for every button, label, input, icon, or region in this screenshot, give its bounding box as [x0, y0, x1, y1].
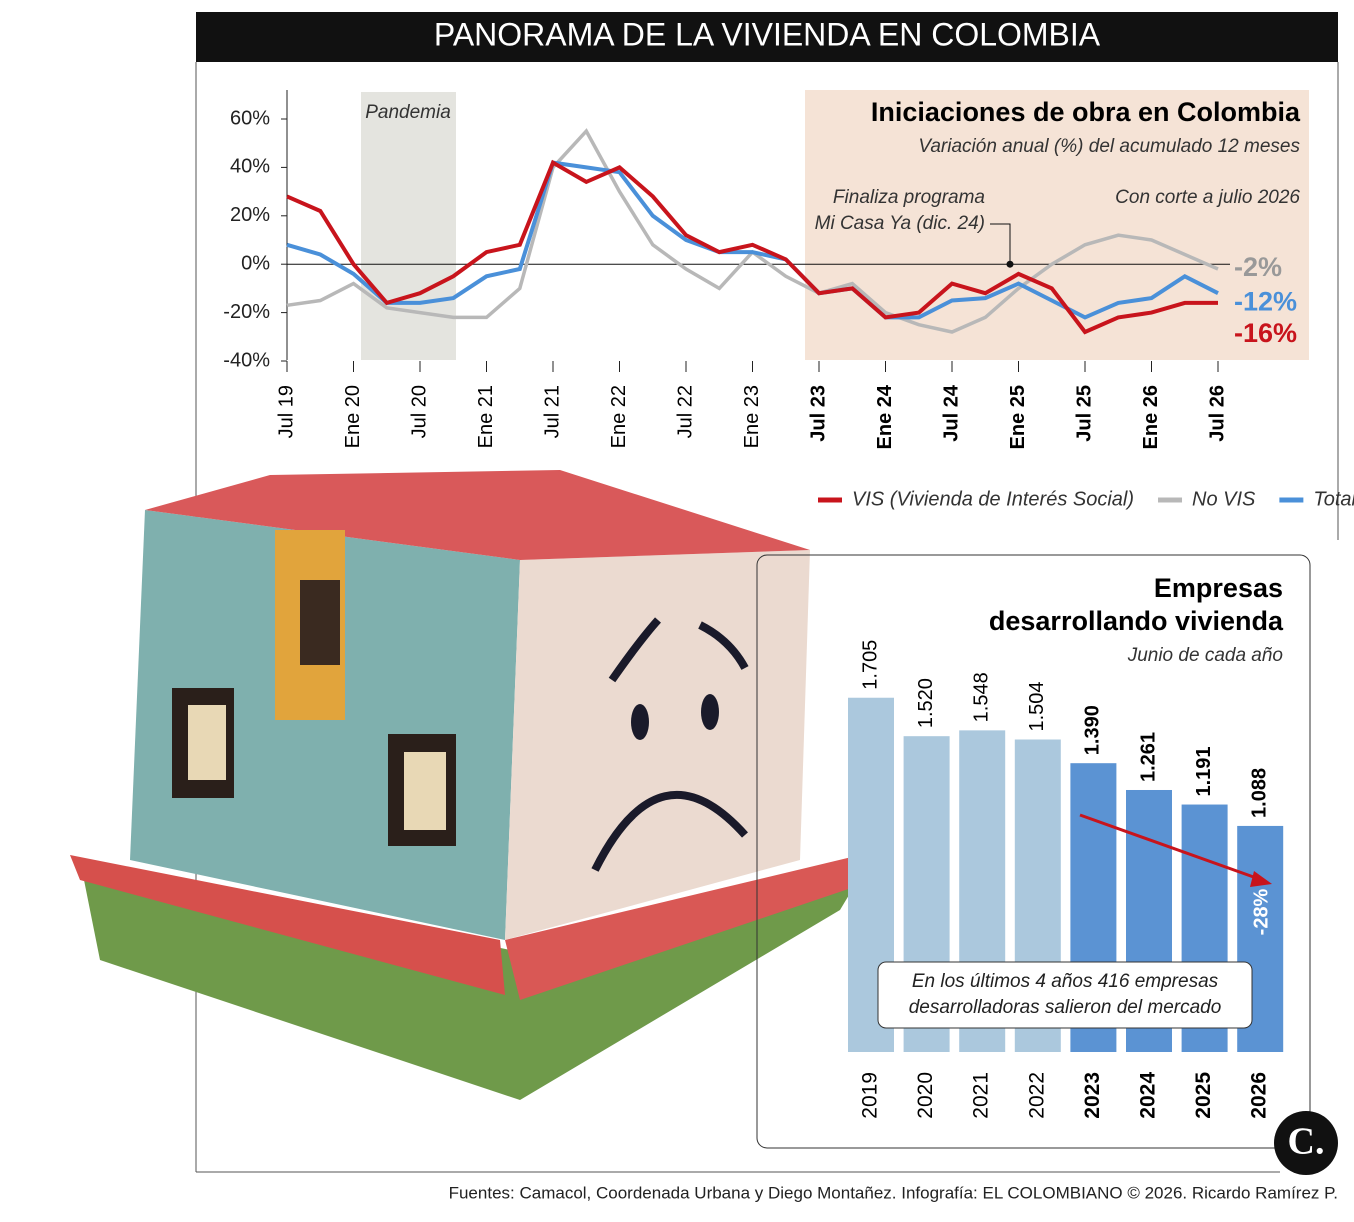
x-tick-label: Jul 19: [275, 385, 297, 438]
x-tick-label: Ene 25: [1007, 385, 1029, 449]
y-tick-label: 60%: [230, 107, 270, 129]
legend-label: Total: [1313, 488, 1354, 510]
logo-text: C.: [1288, 1121, 1325, 1163]
y-tick-label: -20%: [223, 301, 270, 323]
x-tick-label: Ene 21: [475, 385, 497, 448]
legend-label: VIS (Vivienda de Interés Social): [852, 488, 1134, 510]
x-tick-label: 2021: [970, 1072, 993, 1119]
annotation-leader: [990, 223, 1011, 265]
annotation: Finaliza programa Mi Casa Ya (dic. 24): [815, 187, 985, 234]
series-line: [286, 159, 1218, 335]
value-label: 1.548: [970, 672, 992, 722]
annotation: Con corte a julio 2026: [1115, 187, 1300, 208]
trend-arrowhead: [1250, 871, 1272, 887]
end-label: -2%: [1234, 252, 1282, 282]
chart-subtitle: Variación anual (%) del acumulado 12 mes…: [918, 136, 1300, 157]
x-tick-label: 2024: [1137, 1072, 1160, 1119]
note-text: desarrolladoras salieron del mercado: [909, 997, 1222, 1018]
x-tick-label: Ene 22: [608, 385, 630, 448]
annotation: Pandemia: [365, 102, 451, 123]
x-tick-label: 2022: [1025, 1072, 1048, 1119]
annotation: -28%: [1250, 888, 1272, 935]
trend-arrow: [1079, 813, 1263, 882]
x-tick-label: Jul 26: [1206, 385, 1228, 442]
x-tick-label: 2025: [1192, 1072, 1215, 1119]
value-label: 1.504: [1026, 681, 1048, 731]
chart-subtitle: Junio de cada año: [1127, 645, 1283, 666]
value-label: 1.191: [1193, 746, 1215, 796]
value-label: 1.261: [1137, 732, 1159, 782]
y-tick-label: 40%: [230, 156, 270, 178]
header-bar: [196, 12, 1338, 62]
x-tick-label: Jul 20: [408, 385, 430, 438]
x-tick-label: 2023: [1081, 1072, 1104, 1119]
legend-label: No VIS: [1192, 488, 1256, 510]
x-tick-label: Jul 22: [674, 385, 696, 438]
y-tick-label: 20%: [230, 204, 270, 226]
end-label: -16%: [1234, 318, 1297, 348]
x-tick-label: 2019: [859, 1072, 882, 1119]
bar-panel: [756, 554, 1311, 1149]
chart-title: Empresas desarrollando vivienda: [989, 573, 1284, 636]
note-text: En los últimos 4 años 416 empresas: [912, 971, 1219, 992]
x-tick-label: Jul 21: [541, 385, 563, 438]
x-tick-label: Ene 20: [342, 385, 364, 448]
logo: [1274, 1111, 1338, 1175]
x-tick-label: Jul 24: [940, 384, 962, 442]
pandemic-shade: [361, 92, 456, 360]
x-tick-label: Jul 23: [807, 385, 829, 442]
x-tick-label: Ene 24: [874, 384, 896, 449]
x-tick-label: Jul 25: [1073, 385, 1095, 442]
source: Fuentes: Camacol, Coordenada Urbana y Di…: [449, 1183, 1338, 1202]
house-illustration: [70, 470, 875, 1100]
y-tick-label: 0%: [241, 252, 270, 274]
value-label: 1.705: [859, 640, 881, 690]
x-tick-label: 2020: [914, 1072, 937, 1119]
x-tick-label: Ene 26: [1140, 385, 1162, 449]
value-label: 1.390: [1082, 705, 1104, 755]
end-label: -12%: [1234, 286, 1297, 316]
note-box: [877, 961, 1253, 1029]
y-tick-label: -40%: [223, 349, 270, 371]
header-title: PANORAMA DE LA VIVIENDA EN COLOMBIA: [434, 16, 1101, 52]
annotation-dot: [1006, 260, 1014, 268]
value-label: 1.520: [915, 678, 937, 728]
value-label: 1.088: [1248, 768, 1270, 818]
chart-title: Iniciaciones de obra en Colombia: [871, 97, 1301, 127]
x-tick-label: Ene 23: [741, 385, 763, 448]
x-tick-label: 2026: [1248, 1072, 1271, 1119]
